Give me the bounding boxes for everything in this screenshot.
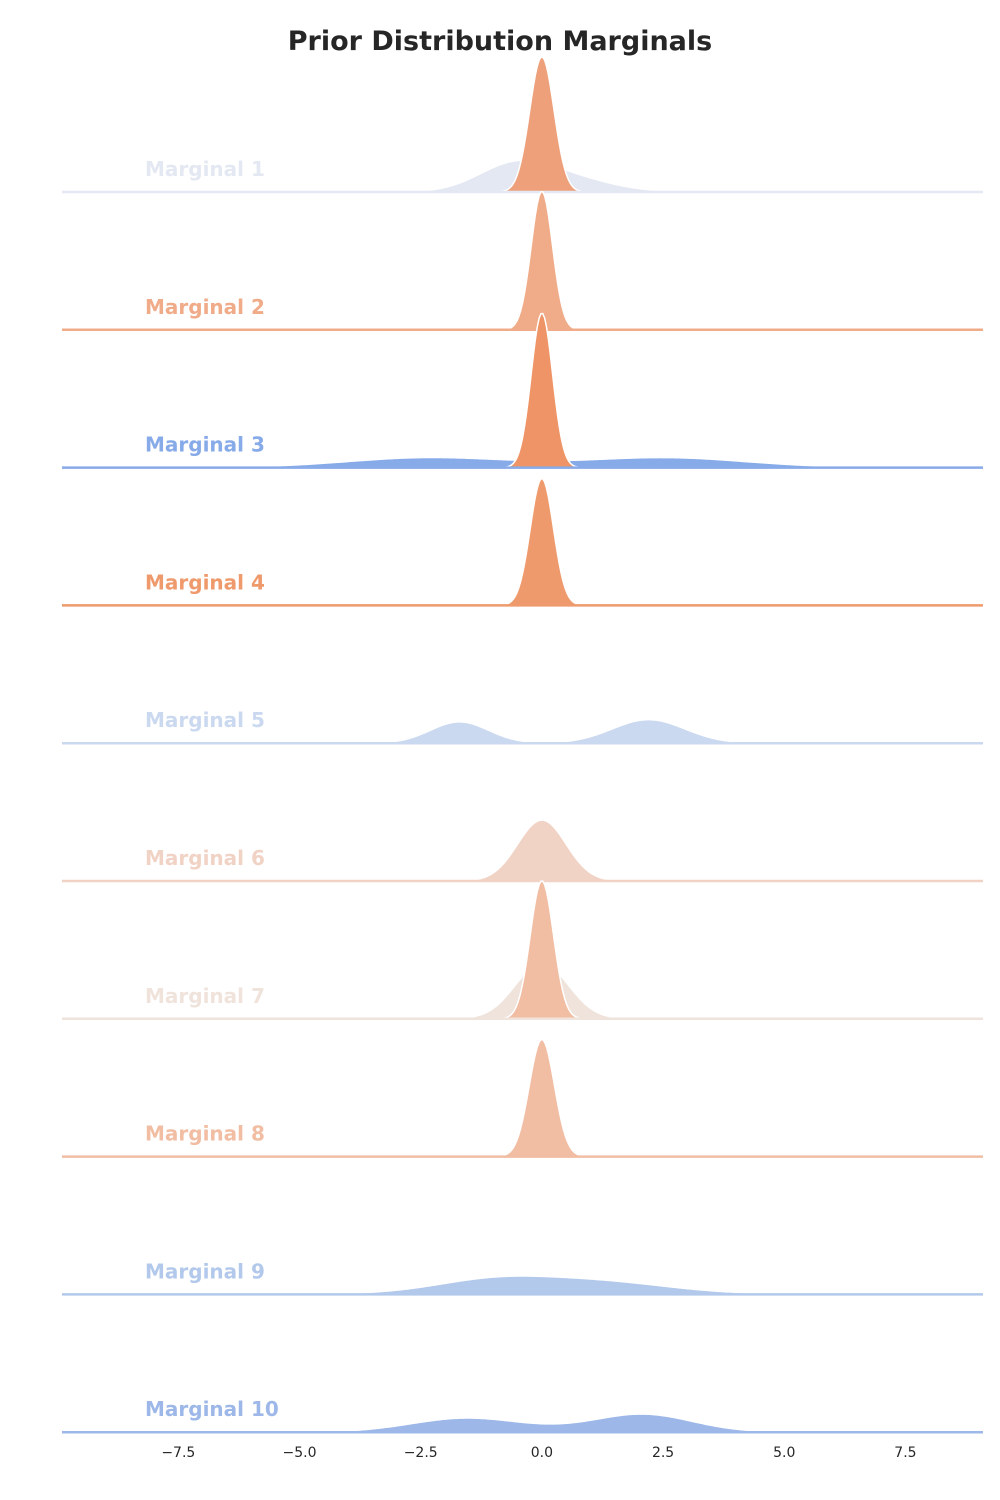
series-label: Marginal 1	[145, 157, 265, 181]
x-tick-label: −2.5	[404, 1445, 438, 1461]
ridge-series-4: Marginal 4	[62, 478, 983, 607]
ridge-series-1: Marginal 1	[62, 56, 983, 194]
chart-title: Prior Distribution Marginals	[287, 26, 713, 57]
x-tick-label: −5.0	[283, 1445, 317, 1461]
series-label: Marginal 9	[145, 1259, 265, 1283]
series-label: Marginal 8	[145, 1122, 265, 1146]
series-label: Marginal 2	[145, 295, 265, 319]
ridge-overlay-area	[494, 312, 590, 469]
ridge-series-6: Marginal 6	[62, 819, 983, 883]
series-label: Marginal 3	[145, 433, 265, 457]
ridge-series-9: Marginal 9	[61, 1259, 984, 1296]
ridge-series-3: Marginal 3	[61, 312, 984, 469]
ridge-series-10: Marginal 10	[62, 1397, 983, 1434]
series-label: Marginal 7	[145, 984, 265, 1008]
series-label: Marginal 4	[145, 570, 265, 594]
series-label: Marginal 10	[145, 1397, 279, 1421]
series-label: Marginal 6	[145, 846, 265, 870]
ridge-series-8: Marginal 8	[62, 1038, 983, 1158]
ridge-series-2: Marginal 2	[62, 191, 983, 332]
x-tick-label: 2.5	[652, 1445, 674, 1461]
x-tick-label: 5.0	[773, 1445, 795, 1461]
x-tick-label: 7.5	[894, 1445, 916, 1461]
ridge-series-7: Marginal 7	[62, 880, 983, 1021]
x-tick-label: 0.0	[531, 1445, 553, 1461]
series-label: Marginal 5	[145, 708, 265, 732]
x-tick-label: −7.5	[161, 1445, 195, 1461]
ridge-series-5: Marginal 5	[62, 708, 983, 745]
